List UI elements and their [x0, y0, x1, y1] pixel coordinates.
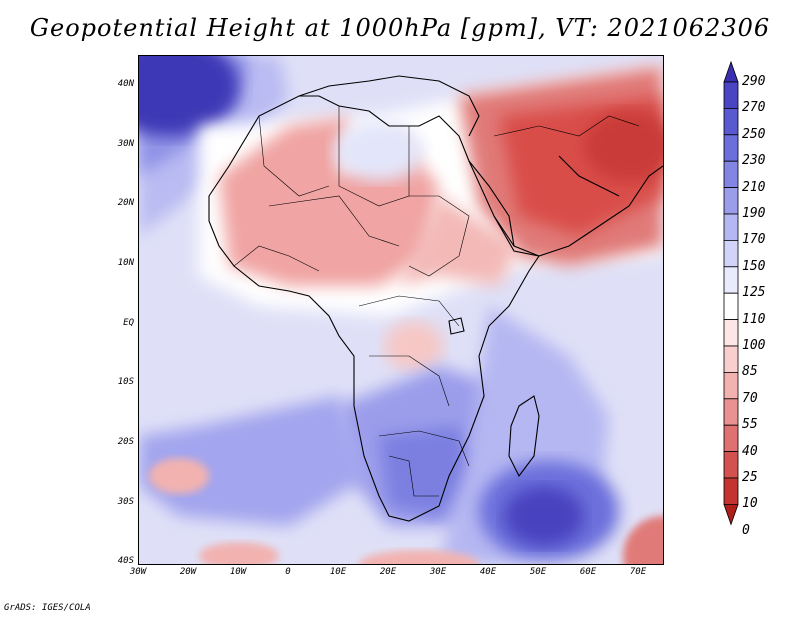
lake-victoria: [448, 317, 465, 335]
libya-high: [334, 121, 424, 181]
south-edge-low-center: [359, 550, 479, 564]
lat-label: 30S: [117, 497, 134, 507]
lat-label: 10S: [117, 377, 134, 387]
colorbar-swatch: [723, 239, 739, 268]
lat-label: 20N: [117, 198, 134, 208]
colorbar-bottom-arrow: [723, 503, 739, 526]
colorbar-swatch: [723, 134, 739, 162]
border-algeria: [258, 115, 330, 197]
colorbar-swatch: [723, 266, 739, 294]
colorbar-swatch: [723, 187, 739, 215]
colorbar-swatch: [723, 398, 739, 426]
colorbar-label: 25: [742, 470, 758, 485]
colorbar-label: 70: [742, 390, 758, 406]
border-central-africa: [358, 295, 460, 327]
colorbar-label: 250: [742, 126, 766, 142]
south-edge-low-east: [623, 516, 663, 564]
iran-low: [584, 111, 663, 181]
south-atlantic-warm-spot: [149, 458, 209, 494]
south-africa-core: [379, 426, 479, 516]
colorbar-label: 55: [742, 417, 758, 433]
colorbar-label: 125: [742, 285, 766, 301]
lon-label: 10E: [329, 567, 347, 577]
coastline-group: [208, 75, 663, 522]
colorbar-label: 100: [742, 338, 766, 353]
mediterranean-coastline: [298, 75, 480, 137]
lon-label: 70E: [629, 567, 647, 577]
azores-high: [139, 56, 239, 136]
lat-label: 40S: [117, 556, 134, 566]
colorbar-label: 210: [742, 179, 766, 195]
height-field: [139, 56, 663, 564]
map-title: Geopotential Height at 1000hPa [gpm], VT…: [29, 14, 771, 42]
border-sudan: [408, 195, 470, 277]
colorbar-label: 170: [742, 232, 766, 248]
ethiopia-low: [399, 196, 519, 286]
border-group: [233, 106, 640, 497]
colorbar-label: 190: [742, 206, 766, 221]
lat-label: EQ: [123, 318, 134, 328]
africa-coastline: [208, 95, 540, 522]
persian-gulf-coastline: [558, 155, 620, 197]
colorbar-swatch: [723, 424, 739, 453]
footer-credit: GrADS: IGES/COLA: [4, 603, 91, 613]
border-libya: [338, 106, 410, 207]
colorbar-label: 85: [742, 364, 758, 380]
lon-label: 10W: [229, 567, 247, 577]
lat-label: 20S: [117, 437, 134, 447]
arabia-coastline: [493, 165, 663, 257]
lon-label: 40E: [479, 567, 497, 577]
lat-label: 30N: [117, 139, 134, 149]
colorbar-label: 290: [742, 74, 766, 89]
border-namibia: [388, 455, 439, 497]
colorbar-swatch: [723, 108, 739, 136]
lon-label: 20W: [179, 567, 197, 577]
south-atlantic-high: [139, 396, 369, 526]
colorbar-swatch: [723, 451, 739, 479]
colorbar-swatch: [723, 319, 739, 347]
border-congo: [369, 355, 450, 407]
colorbar-label: 150: [742, 258, 766, 274]
border-niger: [268, 195, 400, 247]
indian-high-core: [504, 486, 584, 546]
congo-spot: [384, 321, 444, 371]
colorbar-swatch: [723, 292, 739, 321]
colorbar-swatch: [723, 81, 739, 109]
border-middle-east: [493, 115, 640, 137]
map-panel: [138, 55, 664, 565]
red-sea-coastline: [468, 160, 515, 247]
colorbar-label: 40: [742, 443, 758, 459]
border-southern-africa: [378, 430, 470, 467]
lon-label: 30E: [429, 567, 447, 577]
lat-label: 10N: [117, 258, 134, 268]
lon-label: 60E: [579, 567, 597, 577]
colorbar-label: 270: [742, 100, 766, 116]
colorbar-label: 110: [742, 311, 766, 327]
colorbar-swatch: [723, 160, 739, 188]
lon-label: 50E: [529, 567, 547, 577]
lon-label: 20E: [379, 567, 397, 577]
lat-label: 40N: [117, 79, 134, 89]
colorbar-swatch: [723, 345, 739, 373]
madagascar-coastline: [508, 395, 540, 478]
south-edge-low-west: [199, 542, 279, 564]
colorbar-swatch: [723, 213, 739, 241]
lon-label: 0: [285, 567, 291, 577]
colorbar-top-arrow: [723, 60, 739, 83]
colorbar-label: 230: [742, 153, 766, 169]
colorbar-label: 0: [742, 522, 750, 538]
colorbar-label: 10: [742, 496, 758, 512]
border-west-africa: [233, 245, 320, 272]
colorbar-swatch: [723, 477, 739, 505]
colorbar-swatch: [723, 371, 739, 400]
lon-label: 30W: [129, 567, 147, 577]
